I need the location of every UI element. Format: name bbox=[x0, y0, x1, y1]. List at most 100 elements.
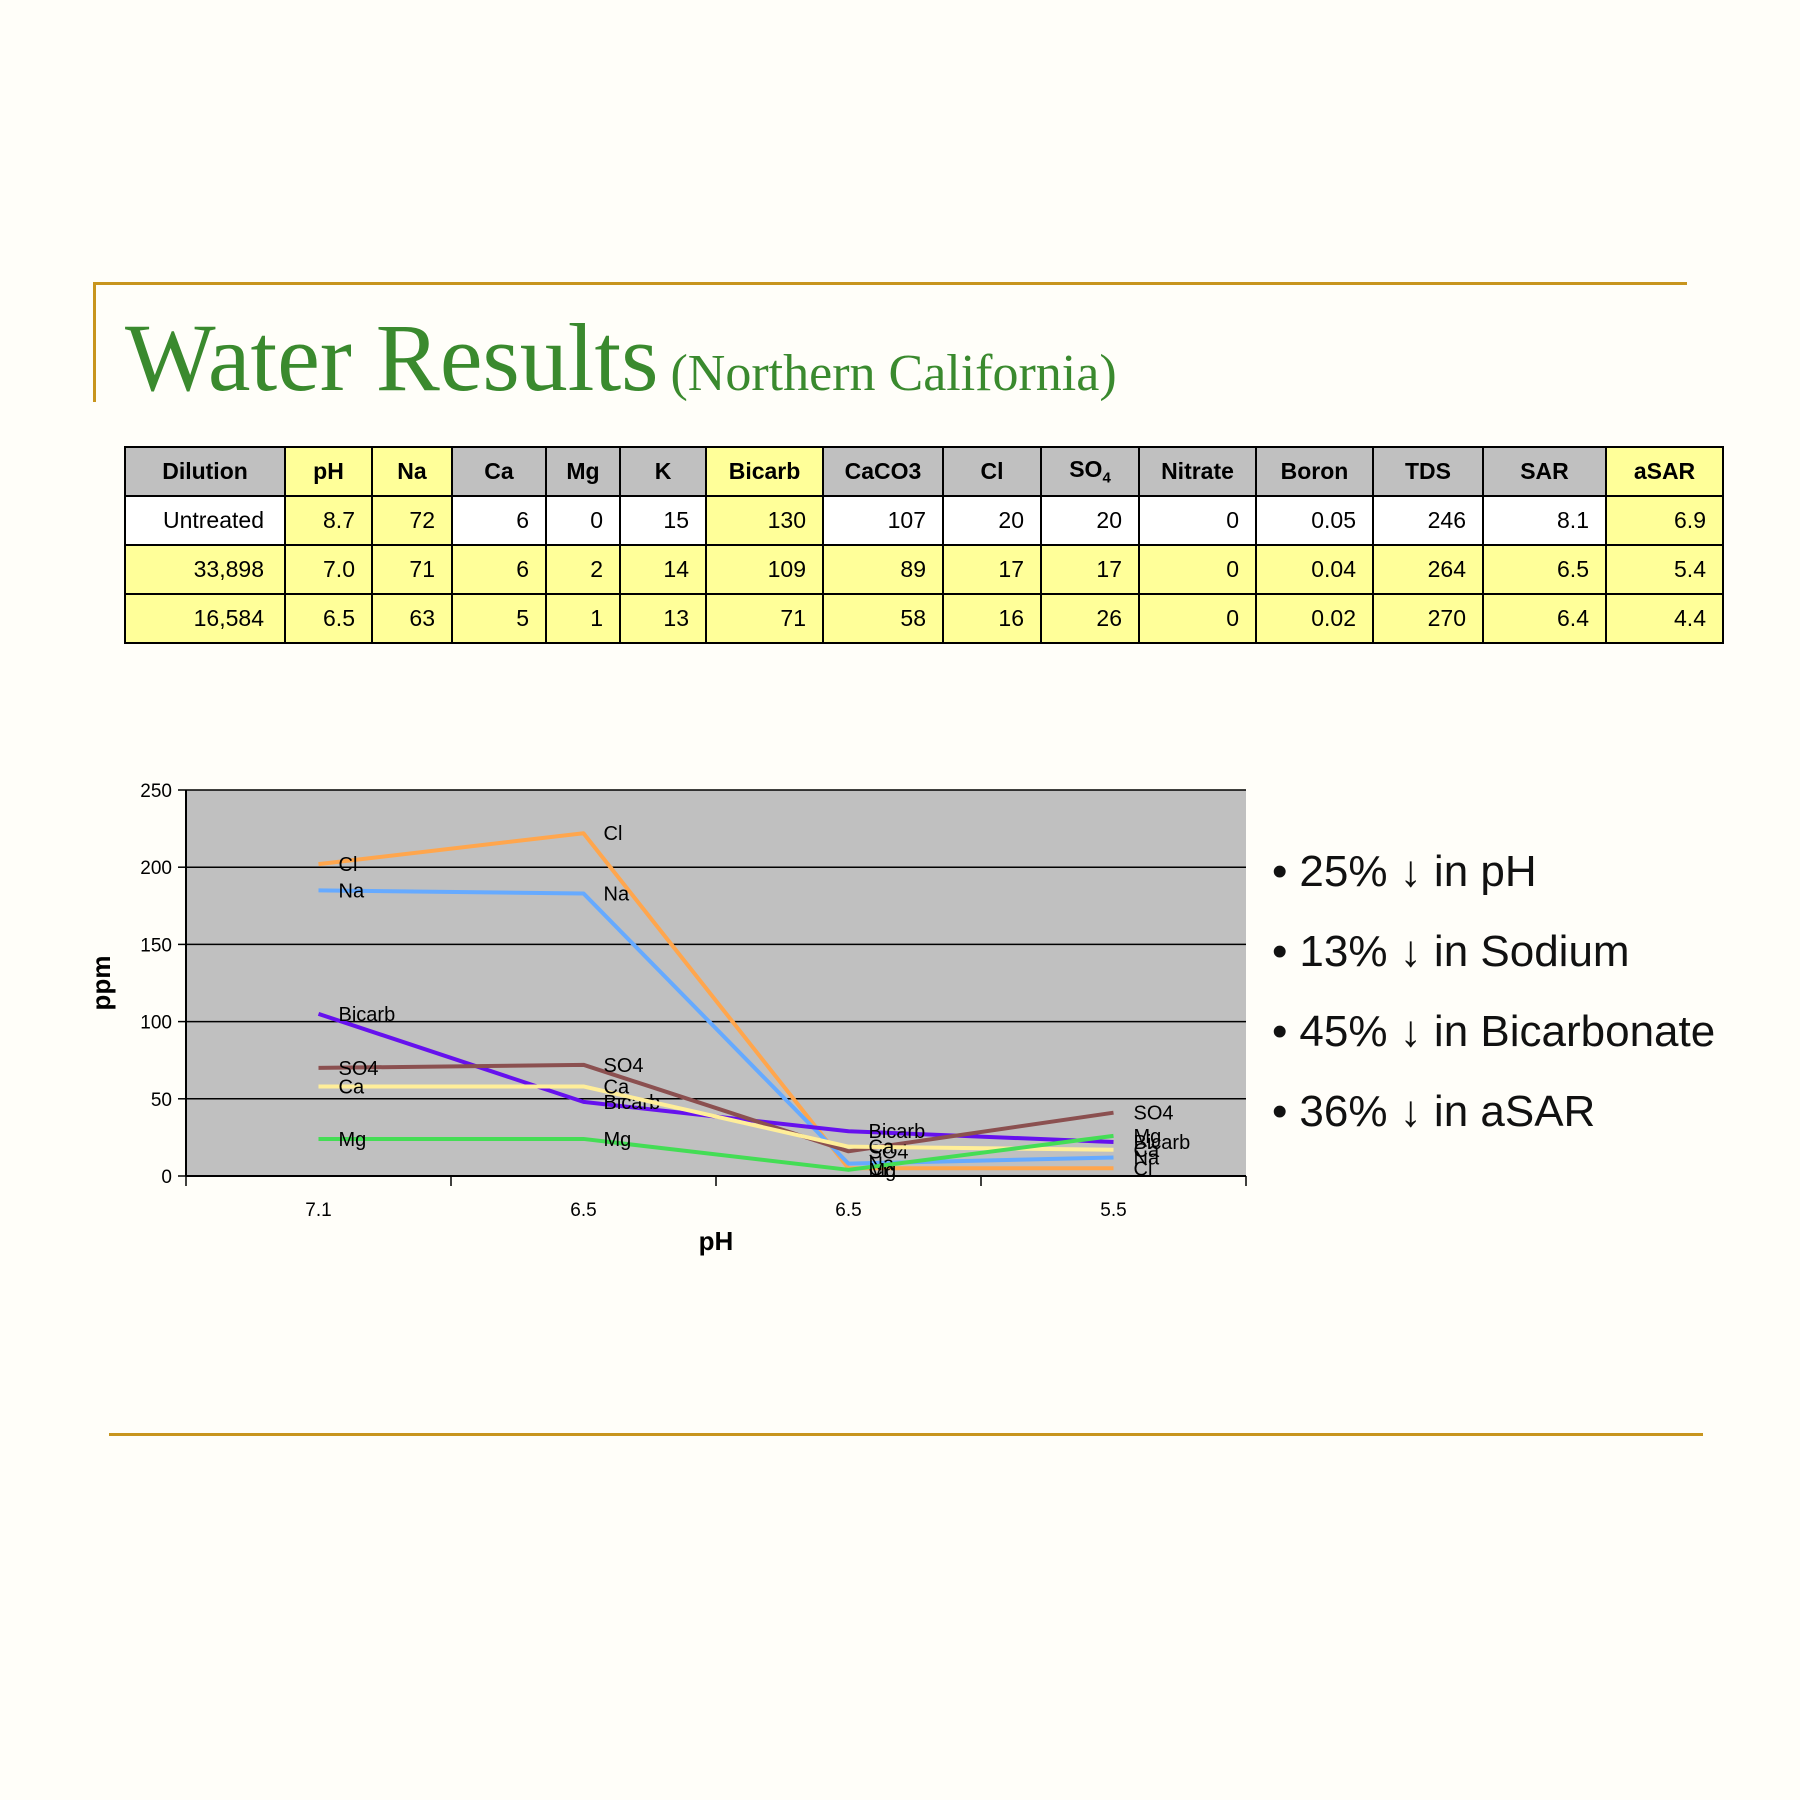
column-header-label: Boron bbox=[1280, 458, 1349, 484]
x-tick-label: 6.5 bbox=[835, 1200, 861, 1221]
series-line-na bbox=[318, 888, 1114, 1166]
top-rule bbox=[93, 282, 1687, 285]
subtitle-text: (Northern California) bbox=[670, 345, 1117, 402]
column-header-subscript: 4 bbox=[1102, 469, 1111, 487]
data-label: Ca bbox=[604, 1076, 630, 1098]
data-label: Bicarb bbox=[339, 1004, 396, 1026]
table-cell: 13 bbox=[619, 593, 707, 644]
left-rule bbox=[93, 282, 96, 402]
data-label: Mg bbox=[339, 1129, 367, 1151]
table-cell: 26 bbox=[1040, 593, 1140, 644]
table-cell: 20 bbox=[1040, 495, 1140, 546]
y-tick-label: 150 bbox=[140, 935, 172, 956]
table-cell: 89 bbox=[822, 544, 944, 595]
column-header-label: Bicarb bbox=[728, 458, 801, 484]
table-cell: 6.9 bbox=[1605, 495, 1724, 546]
column-header-label: K bbox=[654, 458, 672, 484]
column-header: Cl bbox=[942, 446, 1042, 497]
data-label: Mg bbox=[1134, 1126, 1162, 1148]
table-header-row: Dilution pH Na Ca Mg K Bicarb CaCO3 Cl SO4 Nitrate… bbox=[124, 446, 1724, 497]
table-cell: 14 bbox=[619, 544, 707, 595]
table-row: Untreated 8.7 72 6 0 15 130 107 20 20 0 0.05 246 8.1 6… bbox=[124, 495, 1724, 546]
slide-title: Water Results (Northern California) bbox=[125, 310, 1117, 406]
data-label: Mg bbox=[604, 1129, 632, 1151]
data-label: SO4 bbox=[339, 1058, 379, 1080]
table-cell: 264 bbox=[1372, 544, 1484, 595]
column-header: SAR bbox=[1482, 446, 1607, 497]
column-header-label: SO bbox=[1069, 456, 1103, 483]
column-header-label: Dilution bbox=[162, 458, 248, 484]
x-tick-label: 5.5 bbox=[1100, 1200, 1126, 1221]
x-tick-label: 7.1 bbox=[305, 1200, 331, 1221]
column-header: aSAR bbox=[1605, 446, 1724, 497]
column-header-label: Cl bbox=[980, 458, 1004, 484]
summary-bullet: 36% ↓ in aSAR bbox=[1272, 1080, 1715, 1160]
data-label: Na bbox=[1134, 1147, 1160, 1169]
table-cell: 270 bbox=[1372, 593, 1484, 644]
table-cell: 246 bbox=[1372, 495, 1484, 546]
column-header: Mg bbox=[545, 446, 621, 497]
table-cell: 16 bbox=[942, 593, 1042, 644]
column-header: SO4 bbox=[1040, 446, 1140, 497]
x-axis-title: pH bbox=[699, 1226, 734, 1256]
table-cell: 4.4 bbox=[1605, 593, 1724, 644]
table-cell: 2 bbox=[545, 544, 621, 595]
data-label: Ca bbox=[1134, 1140, 1160, 1162]
table-cell: 1 bbox=[545, 593, 621, 644]
column-header: Dilution bbox=[124, 446, 286, 497]
data-label: Ca bbox=[869, 1137, 895, 1159]
data-label: Mg bbox=[869, 1160, 897, 1182]
summary-bullet: 13% ↓ in Sodium bbox=[1272, 920, 1715, 1000]
summary-bullets: 25% ↓ in pH13% ↓ in Sodium45% ↓ in Bicar… bbox=[1272, 840, 1715, 1160]
table-cell: 8.7 bbox=[284, 495, 373, 546]
column-header: TDS bbox=[1372, 446, 1484, 497]
table-cell: 0.04 bbox=[1255, 544, 1374, 595]
table-cell: 16,584 bbox=[124, 593, 286, 644]
column-header-label: SAR bbox=[1520, 458, 1569, 484]
y-tick-label: 50 bbox=[151, 1090, 172, 1111]
y-tick-label: 0 bbox=[161, 1167, 172, 1188]
series-line-cl bbox=[318, 831, 1114, 1171]
y-tick-label: 250 bbox=[140, 781, 172, 802]
series-line-mg bbox=[318, 1133, 1114, 1172]
summary-bullet: 45% ↓ in Bicarbonate bbox=[1272, 1000, 1715, 1080]
water-results-table: Dilution pH Na Ca Mg K Bicarb CaCO3 Cl SO4 Nitrate… bbox=[124, 446, 1724, 644]
table-body: Untreated 8.7 72 6 0 15 130 107 20 20 0 0.05 246 8.1 6… bbox=[124, 495, 1724, 644]
table-cell: Untreated bbox=[124, 495, 286, 546]
table-cell: 0 bbox=[1138, 593, 1257, 644]
column-header: Nitrate bbox=[1138, 446, 1257, 497]
column-header-label: Na bbox=[397, 458, 427, 484]
data-label: Na bbox=[339, 880, 365, 902]
column-header-label: CaCO3 bbox=[844, 458, 922, 484]
table-cell: 107 bbox=[822, 495, 944, 546]
column-header: Ca bbox=[451, 446, 547, 497]
table-cell: 6 bbox=[451, 495, 547, 546]
table-cell: 17 bbox=[1040, 544, 1140, 595]
table-cell: 63 bbox=[371, 593, 453, 644]
column-header-label: aSAR bbox=[1633, 458, 1696, 484]
y-tick-label: 200 bbox=[140, 858, 172, 879]
x-tick-label: 6.5 bbox=[570, 1200, 596, 1221]
summary-bullet: 25% ↓ in pH bbox=[1272, 840, 1715, 920]
y-axis-title: ppm bbox=[86, 956, 116, 1011]
table-cell: 7.0 bbox=[284, 544, 373, 595]
table-cell: 71 bbox=[371, 544, 453, 595]
title-text: Water Results bbox=[125, 304, 659, 411]
table-cell: 72 bbox=[371, 495, 453, 546]
plot-area bbox=[186, 790, 1246, 1176]
table-cell: 109 bbox=[705, 544, 824, 595]
table-cell: 58 bbox=[822, 593, 944, 644]
table-cell: 0 bbox=[1138, 544, 1257, 595]
table-cell: 0.02 bbox=[1255, 593, 1374, 644]
data-label: Cl bbox=[604, 823, 623, 845]
column-header: CaCO3 bbox=[822, 446, 944, 497]
data-label: Cl bbox=[1134, 1158, 1153, 1180]
table-cell: 6.5 bbox=[284, 593, 373, 644]
table-row: 16,584 6.5 63 5 1 13 71 58 16 26 0 0.02 270 6.4 4.4 bbox=[124, 593, 1724, 644]
column-header: K bbox=[619, 446, 707, 497]
column-header: Na bbox=[371, 446, 453, 497]
data-label: Ca bbox=[339, 1076, 365, 1098]
table-cell: 33,898 bbox=[124, 544, 286, 595]
data-label: SO4 bbox=[1134, 1103, 1174, 1125]
